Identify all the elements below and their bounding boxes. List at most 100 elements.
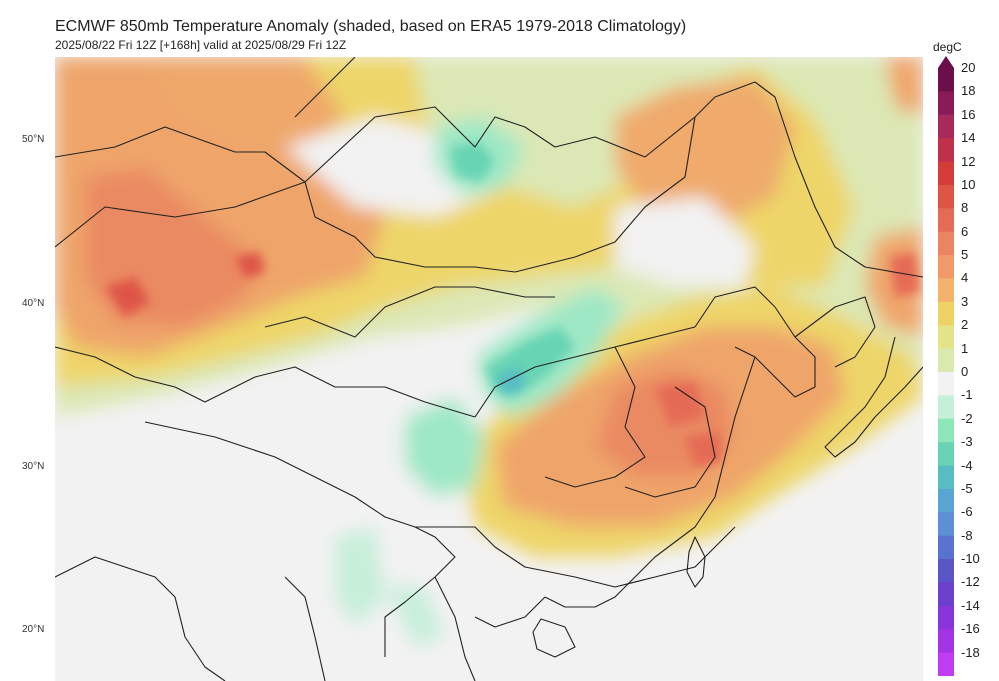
- colorbar-tick-label: 20: [961, 60, 976, 75]
- colorbar: [938, 56, 954, 676]
- colorbar-swatch: [938, 255, 954, 279]
- border-line: [55, 81, 923, 278]
- colorbar-tick-label: 10: [961, 176, 976, 192]
- colorbar-tick-label: 14: [961, 130, 976, 146]
- anomaly-band: [495, 367, 525, 397]
- colorbar-swatch: [938, 582, 954, 607]
- map-subtitle: 2025/08/22 Fri 12Z [+168h] valid at 2025…: [55, 38, 347, 52]
- border-line: [434, 576, 476, 681]
- latitude-label: 40°N: [22, 298, 45, 309]
- anomaly-band: [885, 57, 923, 117]
- colorbar-swatch: [938, 488, 954, 513]
- colorbar-tick-label: -4: [961, 457, 973, 473]
- border-line: [694, 286, 776, 328]
- colorbar-swatch: [938, 301, 954, 326]
- border-line: [474, 326, 696, 418]
- colorbar-swatch: [938, 395, 954, 420]
- colorbar-tick-label: 1: [961, 340, 969, 356]
- shading-detail: [105, 142, 920, 467]
- anomaly-field: [55, 57, 923, 681]
- colorbar-tick-label: 3: [961, 293, 969, 309]
- border-line: [55, 181, 306, 248]
- border-line: [624, 386, 716, 498]
- anomaly-band: [155, 57, 345, 147]
- colorbar-tick-label: 6: [961, 223, 969, 239]
- colorbar-swatch: [938, 348, 954, 373]
- colorbar-swatch: [938, 418, 954, 443]
- border-line: [794, 296, 876, 368]
- colorbar-tick-label: -8: [961, 527, 973, 543]
- colorbar-swatch: [938, 629, 954, 654]
- colorbar-tick-label: 2: [961, 317, 969, 333]
- border-line: [55, 556, 226, 681]
- latitude-label: 30°N: [22, 461, 45, 472]
- colorbar-swatch: [938, 278, 954, 303]
- latitude-label: 50°N: [22, 134, 45, 145]
- colorbar-swatch: [938, 68, 954, 92]
- anomaly-band: [685, 432, 723, 467]
- colorbar-cap: [938, 56, 954, 68]
- colorbar-swatch: [938, 442, 954, 467]
- colorbar-swatch: [938, 161, 954, 186]
- colorbar-swatch: [938, 559, 954, 583]
- colorbar-tick-label: -12: [961, 574, 980, 590]
- map-title: ECMWF 850mb Temperature Anomaly (shaded,…: [55, 18, 687, 35]
- colorbar-tick-label: -16: [961, 621, 980, 637]
- anomaly-band: [655, 382, 705, 427]
- colorbar-swatch: [938, 184, 954, 209]
- colorbar-tick-label: -3: [961, 434, 973, 450]
- colorbar-tick-label: 16: [961, 106, 976, 122]
- border-line: [55, 346, 476, 418]
- latitude-label: 20°N: [22, 624, 45, 635]
- country-borders: [55, 57, 923, 681]
- colorbar-tick-label: -14: [961, 597, 980, 613]
- colorbar-tick-label: 12: [961, 153, 976, 169]
- anomaly-band: [235, 252, 265, 279]
- colorbar-tick-label: -5: [961, 480, 973, 496]
- border-line: [474, 596, 546, 628]
- anomaly-band: [615, 197, 755, 287]
- anomaly-band: [890, 252, 920, 297]
- border-line: [686, 536, 706, 588]
- anomaly-band: [385, 587, 445, 647]
- colorbar-tick-label: 8: [961, 200, 969, 216]
- border-line: [304, 106, 696, 183]
- colorbar-tick-label: 0: [961, 364, 969, 379]
- border-line: [294, 57, 356, 118]
- anomaly-band: [55, 337, 923, 681]
- colorbar-swatch: [938, 652, 954, 676]
- colorbar-swatch: [938, 605, 954, 630]
- anomaly-band: [405, 397, 485, 497]
- colorbar-swatch: [938, 325, 954, 350]
- colorbar-swatch: [938, 372, 954, 396]
- anomaly-band: [105, 277, 150, 317]
- colorbar-tick-label: -18: [961, 644, 980, 660]
- colorbar-tick-label: 18: [961, 83, 976, 99]
- colorbar-tick-label: 4: [961, 270, 969, 286]
- border-line: [544, 346, 646, 488]
- colorbar-unit: degC: [933, 40, 962, 54]
- colorbar-tick-label: -1: [961, 387, 973, 403]
- colorbar-swatch: [938, 512, 954, 537]
- border-line: [544, 356, 756, 608]
- colorbar-tick-label: -2: [961, 410, 973, 426]
- border-line: [824, 336, 923, 458]
- colorbar-swatch: [938, 91, 954, 116]
- colorbar-swatch: [938, 465, 954, 490]
- colorbar-tick-label: -10: [961, 551, 980, 567]
- border-line: [734, 306, 816, 398]
- colorbar-swatch: [938, 231, 954, 256]
- colorbar-swatch: [938, 535, 954, 560]
- colorbar-tick-label: 5: [961, 247, 969, 263]
- colorbar-swatch: [938, 138, 954, 163]
- colorbar-swatch: [938, 208, 954, 233]
- anomaly-band: [450, 142, 495, 182]
- border-line: [532, 618, 576, 658]
- anomaly-band: [335, 527, 385, 627]
- colorbar-tick-label: -6: [961, 504, 973, 520]
- colorbar-swatch: [938, 114, 954, 139]
- border-line: [284, 576, 326, 681]
- border-line: [264, 286, 555, 338]
- anomaly-map: [55, 57, 923, 681]
- anomaly-band: [615, 77, 795, 227]
